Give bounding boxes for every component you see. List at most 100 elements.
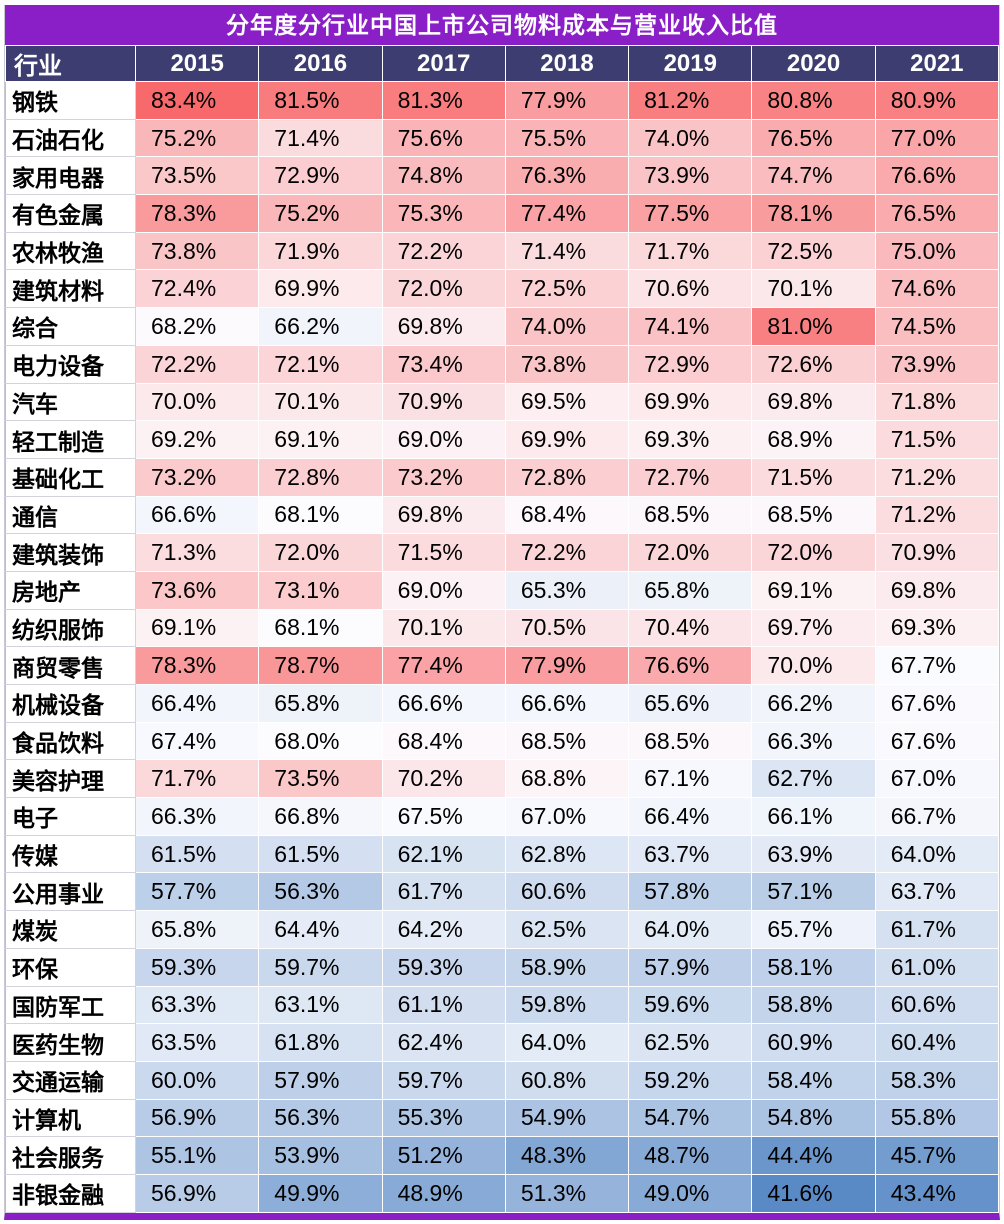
ratio-cell-建筑装饰-2018: 72.2% [504, 533, 630, 572]
ratio-cell-非银金融-2015: 56.9% [134, 1173, 260, 1213]
ratio-cell-计算机-2020: 54.8% [751, 1098, 876, 1138]
ratio-cell-通信-2015: 66.6% [134, 495, 260, 535]
table-row: 公用事业 57.7% 56.3% 61.7% 60.6% 57.8% 57.1% 63.7% [5, 872, 1000, 912]
ratio-cell-国防军工-2019: 59.6% [628, 985, 753, 1025]
ratio-cell-医药生物-2019: 62.5% [628, 1023, 753, 1062]
ratio-cell-煤炭-2020: 65.7% [751, 910, 876, 949]
ratio-cell-传媒-2017: 62.1% [381, 834, 506, 874]
ratio-cell-环保-2018: 58.9% [504, 947, 630, 987]
ratio-cell-煤炭-2019: 64.0% [628, 910, 753, 949]
ratio-cell-石油石化-2020: 76.5% [751, 118, 876, 158]
ratio-cell-社会服务-2018: 48.3% [504, 1136, 630, 1175]
industry-label: 综合 [5, 307, 136, 346]
ratio-cell-基础化工-2021: 71.2% [874, 457, 1000, 497]
ratio-cell-社会服务-2020: 44.4% [751, 1136, 876, 1175]
table-row: 美容护理 71.7% 73.5% 70.2% 68.8% 67.1% 62.7% 67.0% [5, 759, 1000, 799]
col-header-year-2021: 2021 [874, 45, 1000, 82]
industry-label: 纺织服饰 [5, 608, 136, 648]
table-row: 国防军工 63.3% 63.1% 61.1% 59.8% 59.6% 58.8% 60.6% [5, 985, 1000, 1025]
ratio-cell-传媒-2020: 63.9% [751, 834, 876, 874]
table-row: 煤炭 65.8% 64.4% 64.2% 62.5% 64.0% 65.7% 61.7% [5, 910, 1000, 949]
industry-label: 轻工制造 [5, 420, 136, 459]
col-header-year-2019: 2019 [628, 45, 753, 82]
ratio-cell-商贸零售-2018: 77.9% [504, 646, 630, 685]
ratio-cell-电力设备-2020: 72.6% [751, 344, 876, 384]
table-row: 计算机 56.9% 56.3% 55.3% 54.9% 54.7% 54.8% 55.8% [5, 1098, 1000, 1138]
ratio-cell-机械设备-2016: 65.8% [258, 684, 383, 723]
industry-label: 电子 [5, 797, 136, 836]
table-row: 医药生物 63.5% 61.8% 62.4% 64.0% 62.5% 60.9% 60.4% [5, 1023, 1000, 1062]
industry-label: 环保 [5, 947, 136, 987]
ratio-cell-非银金融-2017: 48.9% [381, 1173, 506, 1213]
ratio-cell-综合-2021: 74.5% [874, 307, 1000, 346]
ratio-cell-传媒-2021: 64.0% [874, 834, 1000, 874]
ratio-cell-汽车-2020: 69.8% [751, 382, 876, 422]
ratio-cell-煤炭-2016: 64.4% [258, 910, 383, 949]
ratio-cell-农林牧渔-2017: 72.2% [381, 231, 506, 271]
industry-label: 电力设备 [5, 344, 136, 384]
ratio-cell-有色金属-2015: 78.3% [134, 194, 260, 233]
ratio-cell-电力设备-2016: 72.1% [258, 344, 383, 384]
ratio-cell-建筑材料-2021: 74.6% [874, 269, 1000, 309]
ratio-cell-农林牧渔-2018: 71.4% [504, 231, 630, 271]
col-header-year-2016: 2016 [258, 45, 383, 82]
ratio-cell-煤炭-2021: 61.7% [874, 910, 1000, 949]
industry-label: 农林牧渔 [5, 231, 136, 271]
ratio-cell-传媒-2019: 63.7% [628, 834, 753, 874]
ratio-cell-非银金融-2016: 49.9% [258, 1173, 383, 1213]
ratio-cell-电力设备-2015: 72.2% [134, 344, 260, 384]
industry-label: 公用事业 [5, 872, 136, 912]
ratio-cell-机械设备-2020: 66.2% [751, 684, 876, 723]
table-row: 基础化工 73.2% 72.8% 73.2% 72.8% 72.7% 71.5% 71.2% [5, 457, 1000, 497]
ratio-cell-纺织服饰-2015: 69.1% [134, 608, 260, 648]
ratio-cell-有色金属-2016: 75.2% [258, 194, 383, 233]
ratio-cell-纺织服饰-2017: 70.1% [381, 608, 506, 648]
ratio-cell-石油石化-2021: 77.0% [874, 118, 1000, 158]
ratio-cell-纺织服饰-2018: 70.5% [504, 608, 630, 648]
col-header-year-2018: 2018 [504, 45, 630, 82]
ratio-cell-基础化工-2015: 73.2% [134, 457, 260, 497]
ratio-cell-纺织服饰-2016: 68.1% [258, 608, 383, 648]
ratio-cell-综合-2019: 74.1% [628, 307, 753, 346]
col-header-year-2017: 2017 [381, 45, 506, 82]
ratio-cell-轻工制造-2016: 69.1% [258, 420, 383, 459]
table-row: 家用电器 73.5% 72.9% 74.8% 76.3% 73.9% 74.7% 76.6% [5, 156, 1000, 196]
ratio-cell-环保-2019: 57.9% [628, 947, 753, 987]
ratio-cell-机械设备-2017: 66.6% [381, 684, 506, 723]
ratio-cell-建筑材料-2016: 69.9% [258, 269, 383, 309]
ratio-cell-医药生物-2021: 60.4% [874, 1023, 1000, 1062]
industry-label: 食品饮料 [5, 721, 136, 761]
table-row: 农林牧渔 73.8% 71.9% 72.2% 71.4% 71.7% 72.5% 75.0% [5, 231, 1000, 271]
table-row: 综合 68.2% 66.2% 69.8% 74.0% 74.1% 81.0% 74.5% [5, 307, 1000, 346]
ratio-cell-电力设备-2021: 73.9% [874, 344, 1000, 384]
ratio-cell-计算机-2018: 54.9% [504, 1098, 630, 1138]
ratio-cell-轻工制造-2018: 69.9% [504, 420, 630, 459]
table-row: 电子 66.3% 66.8% 67.5% 67.0% 66.4% 66.1% 66.7% [5, 797, 1000, 836]
ratio-cell-农林牧渔-2021: 75.0% [874, 231, 1000, 271]
ratio-cell-汽车-2015: 70.0% [134, 382, 260, 422]
industry-label: 商贸零售 [5, 646, 136, 685]
ratio-cell-医药生物-2015: 63.5% [134, 1023, 260, 1062]
ratio-cell-汽车-2019: 69.9% [628, 382, 753, 422]
ratio-cell-公用事业-2021: 63.7% [874, 872, 1000, 912]
ratio-cell-非银金融-2018: 51.3% [504, 1173, 630, 1213]
ratio-cell-公用事业-2019: 57.8% [628, 872, 753, 912]
ratio-cell-有色金属-2018: 77.4% [504, 194, 630, 233]
ratio-cell-轻工制造-2020: 68.9% [751, 420, 876, 459]
ratio-cell-轻工制造-2019: 69.3% [628, 420, 753, 459]
ratio-cell-计算机-2021: 55.8% [874, 1098, 1000, 1138]
industry-label: 医药生物 [5, 1023, 136, 1062]
ratio-cell-非银金融-2019: 49.0% [628, 1173, 753, 1213]
ratio-cell-建筑装饰-2020: 72.0% [751, 533, 876, 572]
ratio-cell-基础化工-2018: 72.8% [504, 457, 630, 497]
ratio-cell-食品饮料-2018: 68.5% [504, 721, 630, 761]
ratio-cell-电子-2020: 66.1% [751, 797, 876, 836]
industry-label: 交通运输 [5, 1060, 136, 1100]
ratio-cell-综合-2015: 68.2% [134, 307, 260, 346]
industry-label: 非银金融 [5, 1173, 136, 1213]
ratio-cell-非银金融-2020: 41.6% [751, 1173, 876, 1213]
ratio-cell-医药生物-2018: 64.0% [504, 1023, 630, 1062]
ratio-cell-基础化工-2017: 73.2% [381, 457, 506, 497]
table-row: 石油石化 75.2% 71.4% 75.6% 75.5% 74.0% 76.5% 77.0% [5, 118, 1000, 158]
